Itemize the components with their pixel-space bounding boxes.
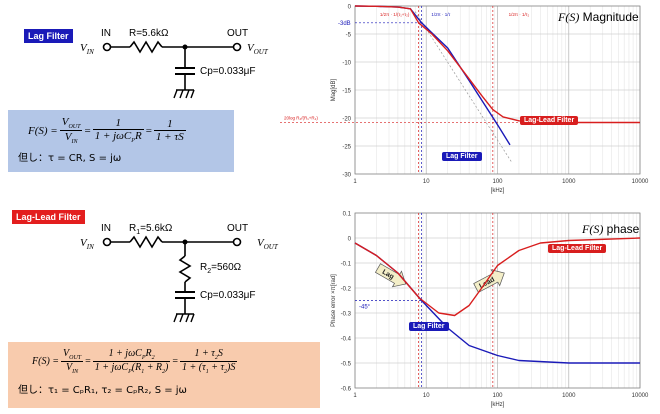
y-tick-label: -15 [342, 89, 351, 95]
lag-circuit-diagram [102, 40, 242, 99]
slope-asymptote-line [414, 11, 513, 163]
leadlag-formula-box: F(S) = VOUT VIN = 1 + jωCPR2 1 + jωCP(R1 +… [8, 342, 320, 408]
x-tick-label: 1000 [562, 179, 576, 185]
leadlag-in-label: IN [101, 223, 111, 234]
y-tick-label: -30 [342, 173, 351, 179]
lag-filter-tag: Lag Filter [24, 29, 73, 43]
leadlag-filter-tag: Lag-Lead Filter [12, 210, 85, 224]
asymptote-level-label: 20log R₂/(R₁+R₂) [284, 115, 318, 120]
lag-vin-label: VIN [80, 42, 94, 57]
lead-arrow: Lead [473, 269, 505, 293]
lag-in-terminal [102, 42, 112, 52]
minus3db-label: -3dB [338, 21, 351, 27]
leadlag-note: 但し：τ₁ = CₚR₁, τ₂ = CₚR₂, S = jω [18, 385, 187, 396]
y-axis-label: Mag[dB] [331, 79, 337, 102]
lag-out-terminal [232, 42, 242, 52]
corner-label-3: 1/2π · 1/τ₂ [509, 12, 530, 17]
x-tick-label: 100 [492, 179, 503, 185]
y-tick-label: -0.1 [341, 262, 352, 268]
lag-note: 但し：τ = CR, S = jω [18, 153, 122, 165]
leadlag-filter-tag-text: Lag-Lead Filter [16, 212, 81, 222]
leadlag-r2-label: R2=560Ω [200, 262, 242, 275]
phase-chart: 0.1 0 -0.1 -0.2 -0.3 -0.4 -0.5 -0.61 10 100 1000 10… [331, 212, 649, 409]
leadlag-r2-resistor [178, 255, 192, 283]
leadlag-vout-label: VOUT [257, 237, 278, 252]
lag-in-label: IN [101, 28, 111, 39]
minus45-label: -45° [359, 305, 371, 311]
y-axis-label: Phase error ×π[rad] [331, 274, 337, 327]
y-tick-label: -5 [346, 33, 352, 39]
leadlag-r1-resistor [129, 235, 163, 249]
y-tick-label: -0.4 [341, 337, 352, 343]
leadlag-r1-label: R1=5.6kΩ [129, 223, 173, 236]
lag-filter-tag-text: Lag Filter [28, 31, 69, 41]
y-tick-label: 0 [348, 237, 352, 243]
y-tick-label: -20 [342, 117, 351, 123]
y-tick-label: -0.5 [341, 362, 352, 368]
x-tick-label: 1000 [562, 393, 576, 399]
leadlag-out-terminal [232, 237, 242, 247]
y-tick-label: -0.2 [341, 287, 352, 293]
corner-label-1: 1/2π · 1/(τ₁+τ₂) [380, 12, 410, 17]
lag-r-label: R=5.6kΩ [129, 28, 169, 39]
lag-ground-icon [173, 89, 195, 99]
lag-c-label: Cp=0.033μF [200, 66, 256, 77]
phase-callout-leadlag: Lag-Lead Filter [548, 244, 607, 253]
lag-resistor [129, 40, 163, 54]
leadlag-circuit-diagram [102, 235, 242, 323]
leadlag-formula: F(S) = VOUT VIN = 1 + jωCPR2 1 + jωCP(R1 +… [32, 348, 238, 375]
leadlag-c-label: Cp=0.033μF [200, 290, 256, 301]
x-axis-label: [kHz] [491, 188, 505, 194]
magnitude-title: F(S) Magnitude [558, 10, 639, 24]
lag-vout-label: VOUT [247, 42, 268, 57]
y-tick-label: -0.3 [341, 312, 352, 318]
y-tick-label: -25 [342, 145, 351, 151]
y-tick-label: -0.6 [341, 387, 352, 393]
x-axis-label: [kHz] [491, 402, 505, 408]
x-tick-label: 1 [353, 179, 357, 185]
lag-out-label: OUT [227, 28, 249, 39]
leadlag-in-terminal [102, 237, 112, 247]
series-line-lag-lead-filter [354, 237, 641, 317]
leadlag-ground-icon [173, 313, 195, 323]
x-tick-label: 10 [423, 393, 430, 399]
x-tick-label: 100 [492, 393, 503, 399]
plot-frame [354, 5, 641, 175]
y-tick-label: 0 [348, 5, 352, 11]
magnitude-chart: 0 -5 -10 -15 -20 -25 -301 10 100 1000 10000 [kHz] Ma… [280, 5, 649, 194]
mag-callout-lag: Lag Filter [442, 152, 482, 161]
x-tick-label: 10 [423, 179, 430, 185]
lag-arrow-shape [374, 263, 407, 288]
phase-callout-lag: Lag Filter [409, 322, 449, 331]
phase-title: F(S) phase [582, 222, 640, 236]
leadlag-vin-label: VIN [80, 237, 94, 252]
mag-callout-leadlag: Lag-Lead Filter [520, 116, 579, 125]
corner-label-2: 1/2π · 1/τ [431, 12, 450, 17]
x-tick-label: 1 [353, 393, 357, 399]
x-tick-label: 10000 [632, 393, 649, 399]
y-tick-label: 0.1 [343, 212, 352, 218]
x-tick-label: 10000 [632, 179, 649, 185]
leadlag-out-label: OUT [227, 223, 249, 234]
y-tick-label: -10 [342, 61, 351, 67]
